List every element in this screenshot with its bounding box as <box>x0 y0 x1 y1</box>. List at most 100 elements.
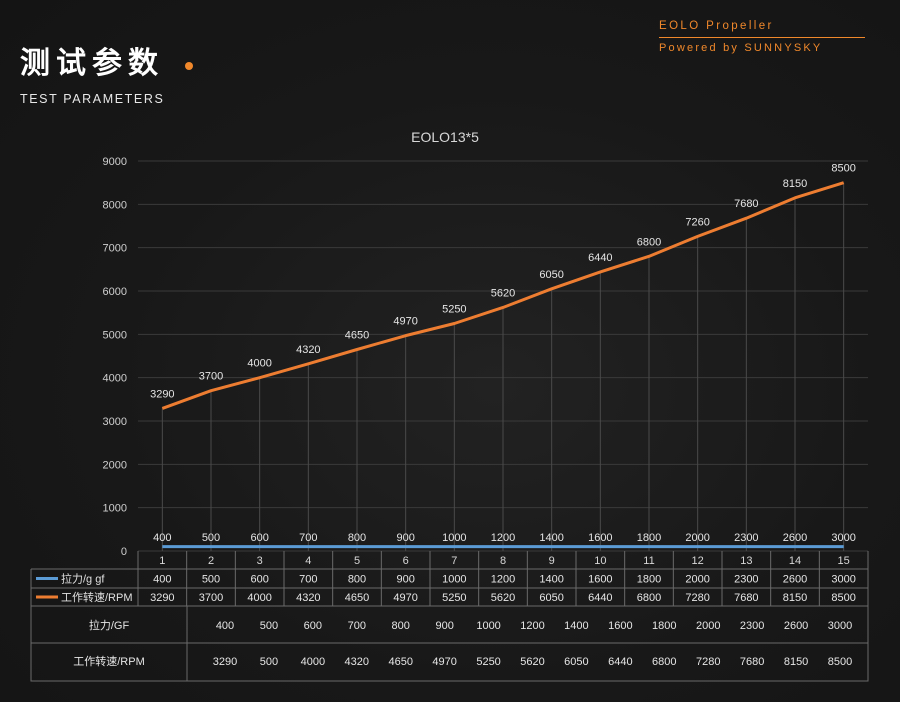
summary-row-label: 拉力/GF <box>89 618 130 632</box>
table-cell: 6440 <box>588 592 612 604</box>
table-cell: 8500 <box>831 592 855 604</box>
data-label-rpm: 6050 <box>539 269 563 281</box>
page-subtitle: TEST PARAMETERS <box>20 92 165 106</box>
data-label-thrust: 1400 <box>539 532 563 544</box>
table-cell: 3290 <box>150 592 174 604</box>
summary-cell: 900 <box>435 620 453 632</box>
brand-divider <box>659 37 865 38</box>
table-cell: 3700 <box>199 592 223 604</box>
summary-cell: 800 <box>392 620 410 632</box>
table-cell: 700 <box>299 574 317 586</box>
summary-cell: 500 <box>260 620 278 632</box>
data-label-thrust: 2000 <box>685 532 709 544</box>
table-cell: 6050 <box>539 592 563 604</box>
y-tick-label: 6000 <box>103 286 127 298</box>
table-cell: 7680 <box>734 592 758 604</box>
summary-cell: 2600 <box>784 620 808 632</box>
table-cell: 2000 <box>685 574 709 586</box>
table-cell: 2600 <box>783 574 807 586</box>
data-label-thrust: 1800 <box>637 532 661 544</box>
data-label-thrust: 600 <box>250 532 268 544</box>
category-label: 7 <box>451 555 457 567</box>
table-cell: 3000 <box>831 574 855 586</box>
brand-block: EOLO Propeller Powered by SUNNYSKY <box>659 20 865 54</box>
summary-cell: 1200 <box>520 620 544 632</box>
category-label: 11 <box>643 555 654 567</box>
table-cell: 7280 <box>685 592 709 604</box>
chart-category-lines <box>161 182 845 551</box>
summary-cell: 6050 <box>564 656 588 668</box>
summary-table: 拉力/GF 400 500 600 700 800 900 1000 1200 1400 1600 1… <box>30 605 869 682</box>
summary-cell: 4650 <box>388 656 412 668</box>
table-cell: 1800 <box>637 574 661 586</box>
y-tick-label: 0 <box>121 546 127 558</box>
summary-cell: 5620 <box>520 656 544 668</box>
summary-cell: 3000 <box>828 620 852 632</box>
y-tick-label: 3000 <box>103 416 127 428</box>
summary-cell: 400 <box>216 620 234 632</box>
summary-cell: 5250 <box>476 656 500 668</box>
table-cell: 500 <box>202 574 220 586</box>
title-accent-dot <box>185 62 193 70</box>
category-label: 12 <box>692 555 704 567</box>
data-label-rpm: 4320 <box>296 344 320 356</box>
summary-cell: 8150 <box>784 656 808 668</box>
y-tick-label: 7000 <box>103 243 127 255</box>
table-cell: 1600 <box>588 574 612 586</box>
table-cell: 1400 <box>539 574 563 586</box>
summary-cell: 1800 <box>652 620 676 632</box>
summary-row-label: 工作转速/RPM <box>73 654 145 668</box>
chart-data-labels: 400 500 600 700 800 900 1000 1200 1400 1600 1800 20… <box>150 163 856 544</box>
category-label: 5 <box>354 555 360 567</box>
table-cell: 1000 <box>442 574 466 586</box>
data-label-rpm: 7260 <box>685 216 709 228</box>
y-tick-label: 2000 <box>103 459 127 471</box>
table-cell: 8150 <box>783 592 807 604</box>
summary-cell: 7280 <box>696 656 720 668</box>
summary-cell: 4000 <box>301 656 325 668</box>
summary-cell: 4320 <box>345 656 369 668</box>
chart-series <box>161 181 845 549</box>
data-label-rpm: 4000 <box>247 358 271 370</box>
data-label-thrust: 1600 <box>588 532 612 544</box>
category-label: 14 <box>789 555 801 567</box>
y-tick-label: 9000 <box>103 156 127 168</box>
data-label-thrust: 900 <box>396 532 414 544</box>
y-tick-label: 5000 <box>103 329 127 341</box>
category-label: 1 <box>159 555 165 567</box>
summary-cell: 8500 <box>828 656 852 668</box>
table-cell: 400 <box>153 574 171 586</box>
data-label-thrust: 700 <box>299 532 317 544</box>
summary-cell: 1000 <box>476 620 500 632</box>
page-title: 测试参数 <box>20 46 164 81</box>
data-label-thrust: 500 <box>202 532 220 544</box>
brand-powered-by: Powered by SUNNYSKY <box>659 42 823 54</box>
category-label: 13 <box>740 555 752 567</box>
data-label-thrust: 800 <box>348 532 366 544</box>
table-cell: 4320 <box>296 592 320 604</box>
brand-name: EOLO Propeller <box>659 20 774 32</box>
table-cell: 5250 <box>442 592 466 604</box>
data-label-rpm: 3700 <box>199 371 223 383</box>
category-label: 10 <box>594 555 606 567</box>
summary-cell: 2300 <box>740 620 764 632</box>
data-label-thrust: 400 <box>153 532 171 544</box>
summary-cell: 6440 <box>608 656 632 668</box>
category-label: 8 <box>500 555 506 567</box>
data-label-rpm: 6440 <box>588 252 612 264</box>
table-cell: 4000 <box>247 592 271 604</box>
data-label-thrust: 2600 <box>783 532 807 544</box>
category-label: 2 <box>208 555 214 567</box>
table-cell: 5620 <box>491 592 515 604</box>
data-label-rpm: 3290 <box>150 388 174 400</box>
summary-cell: 4970 <box>432 656 456 668</box>
data-label-rpm: 8500 <box>831 163 855 175</box>
series-line-rpm <box>161 181 845 410</box>
category-label: 3 <box>257 555 263 567</box>
data-label-rpm: 4650 <box>345 330 369 342</box>
data-label-thrust: 1000 <box>442 532 466 544</box>
summary-cell: 700 <box>348 620 366 632</box>
